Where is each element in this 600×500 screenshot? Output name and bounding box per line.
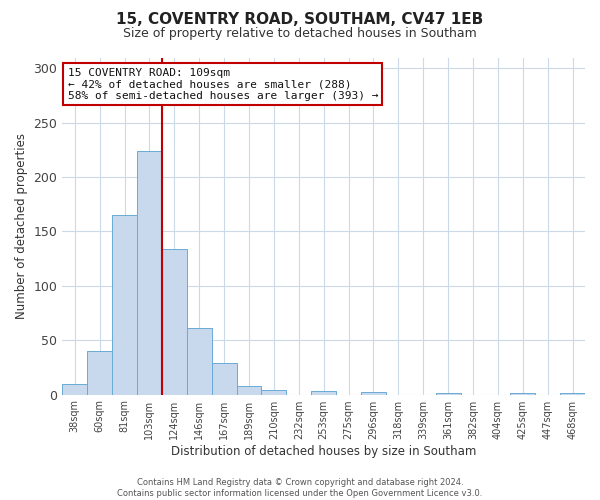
Text: Contains HM Land Registry data © Crown copyright and database right 2024.
Contai: Contains HM Land Registry data © Crown c…: [118, 478, 482, 498]
Bar: [311, 392, 336, 394]
Bar: [262, 390, 286, 394]
Y-axis label: Number of detached properties: Number of detached properties: [15, 133, 28, 319]
Bar: [137, 151, 162, 394]
Bar: [212, 363, 236, 394]
Text: 15 COVENTRY ROAD: 109sqm
← 42% of detached houses are smaller (288)
58% of semi-: 15 COVENTRY ROAD: 109sqm ← 42% of detach…: [68, 68, 378, 101]
X-axis label: Distribution of detached houses by size in Southam: Distribution of detached houses by size …: [171, 444, 476, 458]
Text: 15, COVENTRY ROAD, SOUTHAM, CV47 1EB: 15, COVENTRY ROAD, SOUTHAM, CV47 1EB: [116, 12, 484, 28]
Text: Size of property relative to detached houses in Southam: Size of property relative to detached ho…: [123, 28, 477, 40]
Bar: [87, 351, 112, 395]
Bar: [112, 215, 137, 394]
Bar: [162, 249, 187, 394]
Bar: [236, 386, 262, 394]
Bar: [62, 384, 87, 394]
Bar: [361, 392, 386, 394]
Bar: [187, 328, 212, 394]
